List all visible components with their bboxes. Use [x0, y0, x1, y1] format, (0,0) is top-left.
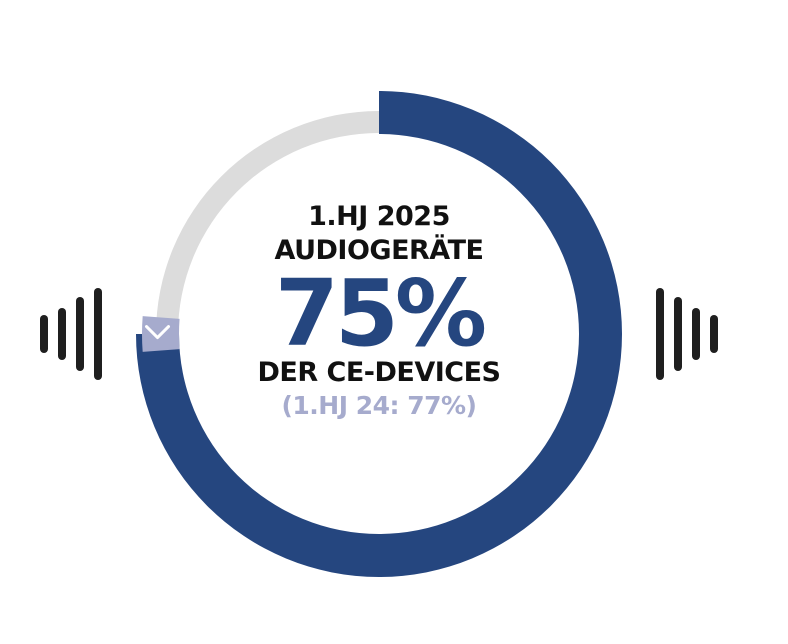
- previous-year-comparison: (1.HJ 24: 77%): [281, 391, 477, 420]
- sound-wave-left-icon: [40, 288, 102, 380]
- subject-label: AUDIOGERÄTE: [274, 235, 484, 266]
- period-label: 1.HJ 2025: [308, 201, 450, 232]
- donut-ring: [136, 91, 622, 577]
- share-value: 75%: [274, 260, 487, 367]
- remainder-segment: [156, 111, 379, 334]
- chevron-down-icon: [145, 325, 171, 340]
- unit-label: DER CE-DEVICES: [257, 357, 501, 388]
- donut-center-label: 1.HJ 2025 AUDIOGERÄTE 75% DER CE-DEVICES…: [214, 200, 544, 422]
- sound-wave-right-icon: [656, 288, 718, 380]
